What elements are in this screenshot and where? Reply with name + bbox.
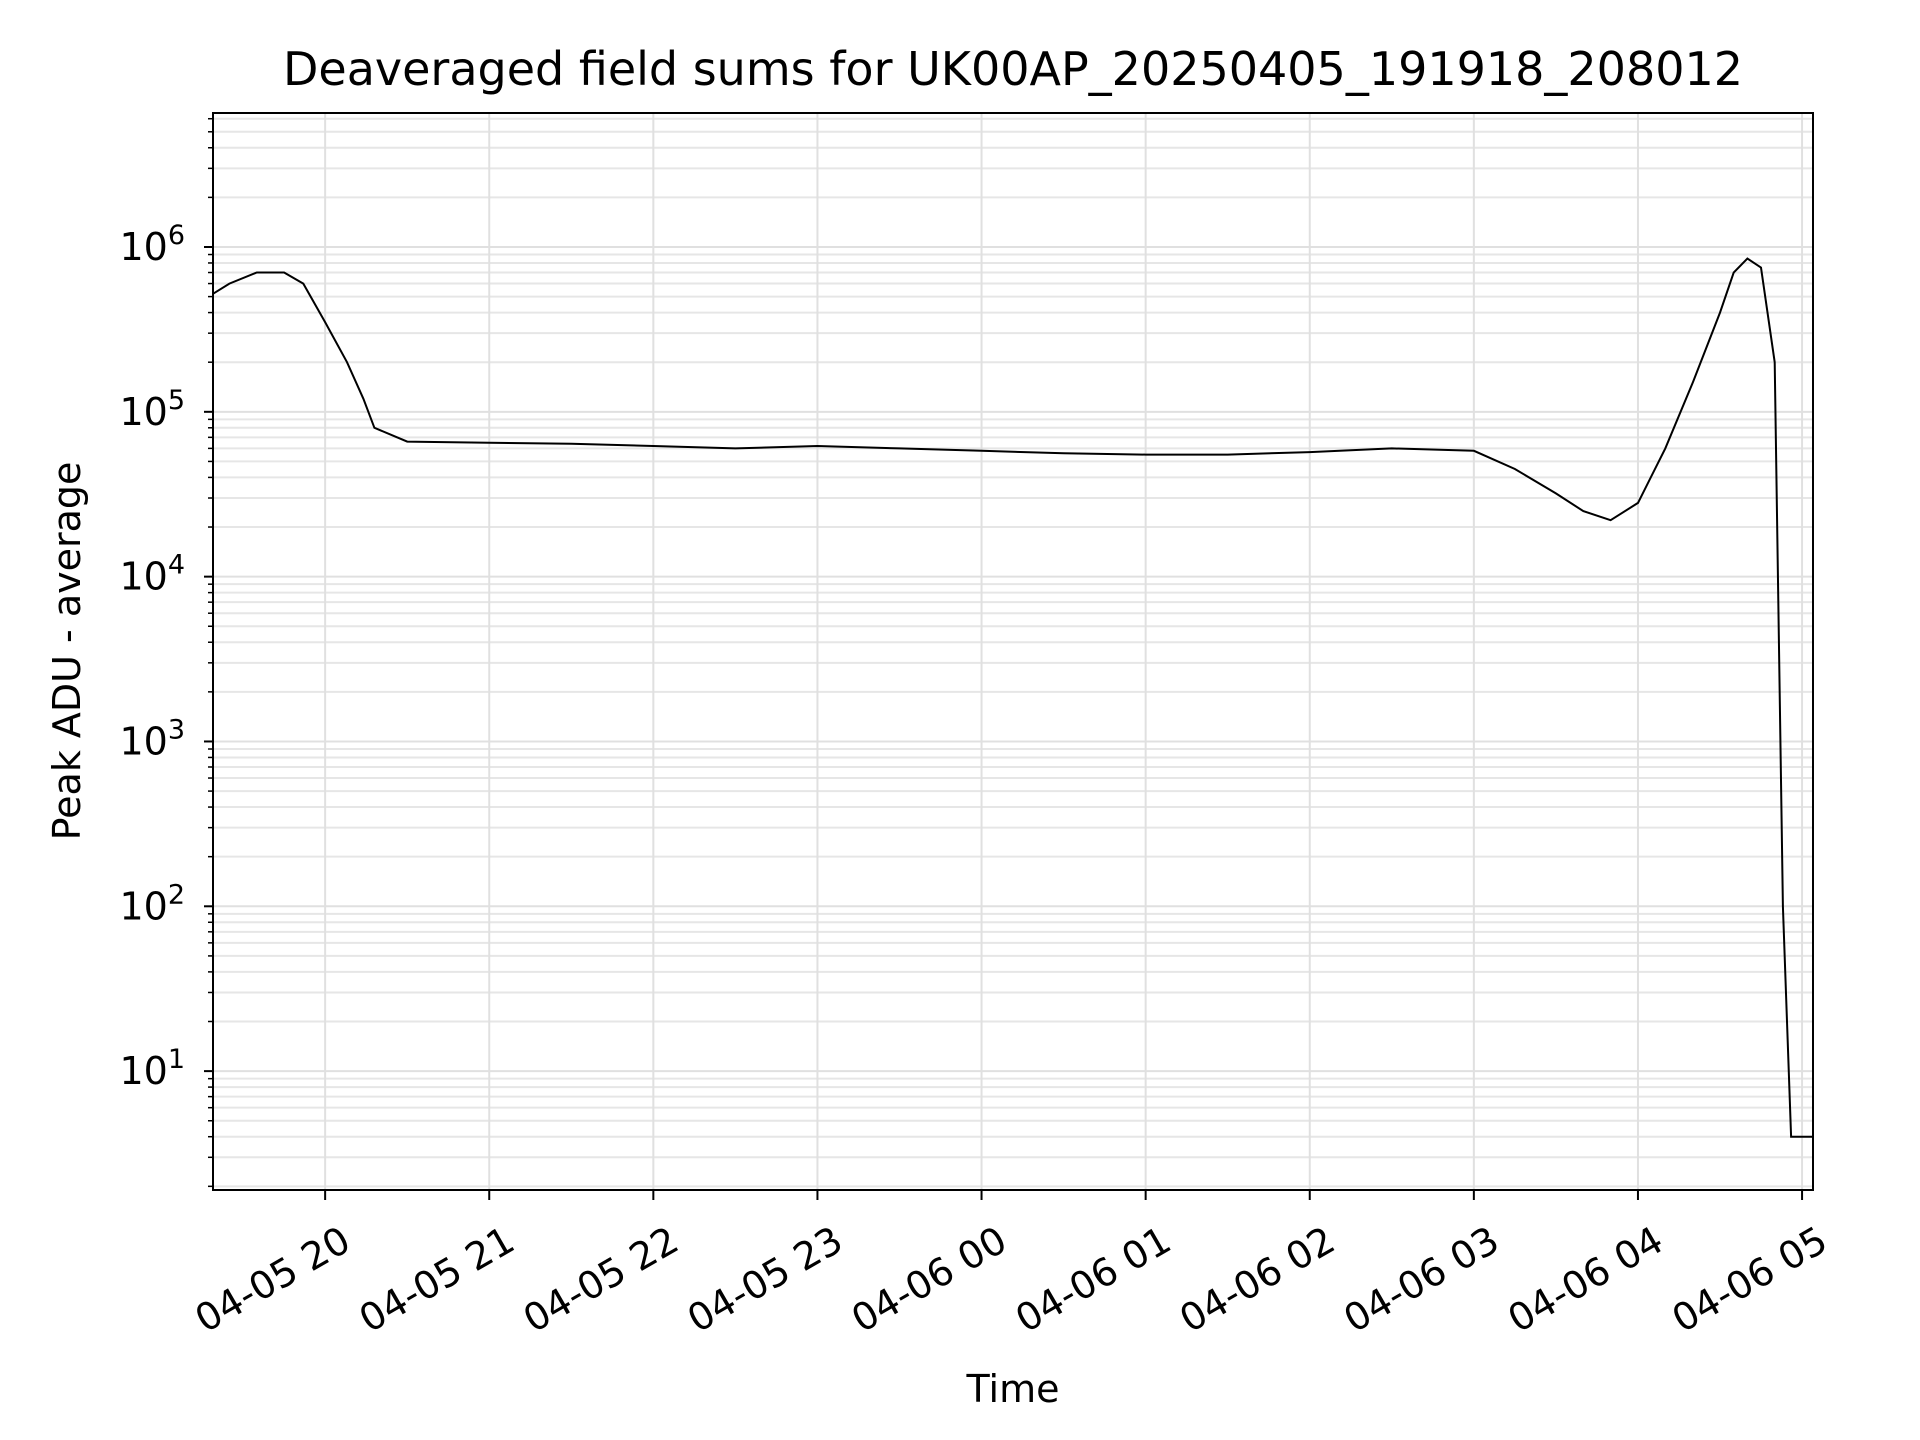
y-tick-label: 101 (119, 1044, 185, 1093)
x-tick-label: 04-06 01 (1008, 1218, 1178, 1342)
y-tick-label: 104 (119, 550, 185, 599)
x-tick-label: 04-06 04 (1500, 1218, 1670, 1342)
x-tick-label: 04-05 22 (516, 1218, 686, 1342)
y-tick-label: 105 (119, 385, 185, 434)
grid-lines (213, 113, 1813, 1190)
x-tick-label: 04-06 02 (1172, 1218, 1342, 1342)
y-axis-label: Peak ADU - average (45, 462, 89, 841)
x-tick-label: 04-06 03 (1336, 1218, 1506, 1342)
x-tick-label: 04-05 21 (352, 1218, 522, 1342)
chart-title: Deaveraged field sums for UK00AP_2025040… (283, 42, 1743, 96)
y-tick-label: 102 (119, 879, 185, 928)
x-tick-label: 04-06 00 (844, 1218, 1014, 1342)
y-tick-label: 106 (119, 220, 185, 269)
plot-frame (212, 112, 1814, 1191)
x-tick-label: 04-05 20 (188, 1218, 358, 1342)
x-tick-label: 04-06 05 (1665, 1218, 1835, 1342)
y-tick-label: 103 (119, 714, 185, 763)
y-axis: 101 102 103 104 105 106 (119, 117, 213, 1188)
series-layer (212, 257, 1813, 1138)
x-axis-label: Time (966, 1367, 1060, 1411)
series-line (212, 257, 1813, 1138)
x-tick-label: 04-05 23 (680, 1218, 850, 1342)
